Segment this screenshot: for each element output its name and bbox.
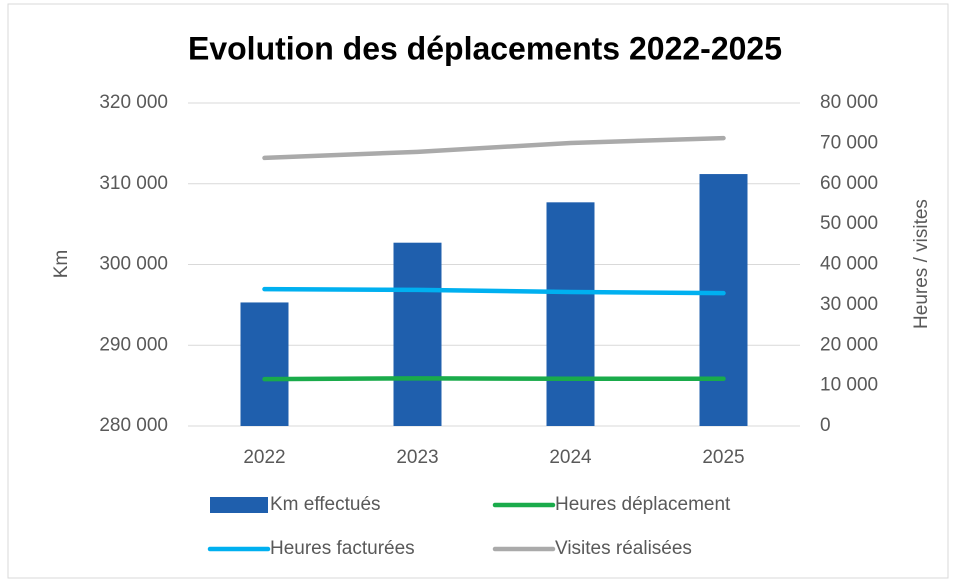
- y-tick-label: 280 000: [99, 415, 168, 436]
- y2-tick-label: 60 000: [820, 173, 878, 194]
- legend-label: Heures déplacement: [555, 494, 731, 515]
- y2-tick-label: 80 000: [820, 92, 878, 113]
- y2-tick-label: 20 000: [820, 334, 878, 355]
- legend-label: Visites réalisées: [555, 538, 692, 559]
- legend-label: Heures facturées: [270, 538, 415, 559]
- x-tick-label: 2023: [396, 447, 438, 468]
- y2-tick-label: 30 000: [820, 294, 878, 315]
- y2-tick-label: 70 000: [820, 132, 878, 153]
- y-axis-title: Km: [51, 250, 72, 279]
- bar: [393, 242, 442, 426]
- y2-tick-label: 50 000: [820, 213, 878, 234]
- y2-axis-title: Heures / visites: [911, 199, 932, 329]
- y-tick-label: 320 000: [99, 92, 168, 113]
- y2-tick-label: 40 000: [820, 254, 878, 275]
- x-tick-label: 2025: [702, 447, 744, 468]
- legend-label: Km effectués: [270, 494, 381, 515]
- y-tick-label: 290 000: [99, 334, 168, 355]
- x-tick-label: 2022: [243, 447, 285, 468]
- bar: [699, 174, 748, 426]
- line: [262, 376, 726, 382]
- line: [262, 286, 726, 296]
- bar: [546, 202, 595, 426]
- legend-swatch: [210, 497, 268, 513]
- x-tick-label: 2024: [549, 447, 592, 468]
- y-tick-label: 310 000: [99, 173, 168, 194]
- line: [262, 135, 726, 161]
- bar: [240, 302, 289, 426]
- y2-tick-label: 10 000: [820, 375, 878, 396]
- y2-tick-label: 0: [820, 415, 831, 436]
- chart-title: Evolution des déplacements 2022-2025: [188, 30, 782, 66]
- y-tick-label: 300 000: [99, 254, 168, 275]
